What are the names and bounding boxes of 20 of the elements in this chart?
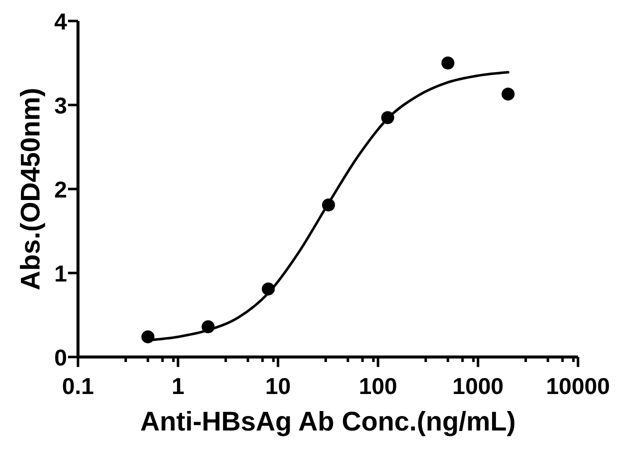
point: [141, 330, 154, 344]
x-tick-label: 10000: [546, 373, 610, 399]
point: [441, 56, 454, 70]
x-axis-title: Anti-HBsAg Ab Conc.(ng/mL): [140, 406, 516, 437]
point: [202, 320, 215, 334]
point: [381, 111, 394, 124]
y-axis-title: Abs.(OD450nm): [16, 88, 46, 290]
x-tick-label: 1: [172, 373, 185, 399]
x-tick-label: 10: [265, 373, 291, 399]
x-tick-label: 1000: [452, 373, 504, 399]
point: [502, 88, 515, 101]
y-tick-label: 4: [54, 8, 68, 34]
point: [322, 198, 336, 212]
y-tick-label: 1: [54, 260, 68, 286]
x-tick-label: 100: [358, 373, 398, 399]
x-tick-label: 0.1: [62, 373, 94, 399]
y-tick-label: 0: [54, 344, 67, 370]
y-tick-label: 2: [54, 176, 67, 202]
point: [262, 282, 275, 296]
y-tick-label: 3: [54, 92, 67, 118]
